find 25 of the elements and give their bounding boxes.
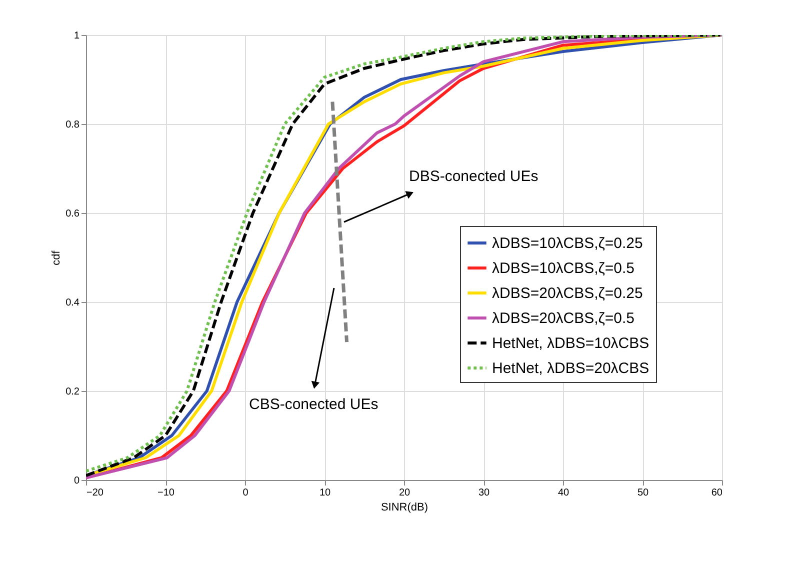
x-tick-label: 10 (319, 488, 331, 498)
x-tick-label: −10 (158, 488, 175, 498)
y-tick-label: 1 (74, 30, 80, 42)
x-tick-label: 60 (711, 488, 723, 498)
x-tick-label: 40 (558, 488, 570, 498)
annotation: CBS-conected UEs (249, 396, 378, 413)
x-tick-label: 30 (478, 488, 490, 498)
annotation: DBS-conected UEs (409, 168, 538, 185)
legend-label: λDBS=20λCBS,ζ=0.5 (492, 310, 635, 327)
x-tick-label: −20 (86, 488, 104, 498)
y-tick-label: 0 (74, 476, 80, 486)
legend-label: λDBS=20λCBS,ζ=0.25 (492, 285, 643, 302)
y-tick-label: 0.6 (66, 208, 80, 220)
y-tick-label: 0.8 (66, 120, 80, 130)
legend-label: HetNet, λDBS=20λCBS (492, 360, 650, 377)
y-tick-label: 0.2 (66, 386, 80, 398)
legend-label: λDBS=10λCBS,ζ=0.25 (492, 235, 643, 252)
x-tick-label: 50 (637, 488, 649, 498)
x-tick-label: 20 (398, 488, 410, 498)
legend-label: HetNet, λDBS=10λCBS (492, 335, 650, 352)
y-axis-title: cdf (50, 250, 63, 266)
x-axis-title: SINR(dB) (380, 502, 428, 514)
x-tick-label: 0 (242, 488, 249, 498)
legend-label: λDBS=10λCBS,ζ=0.5 (492, 260, 635, 277)
y-tick-label: 0.4 (66, 298, 80, 308)
